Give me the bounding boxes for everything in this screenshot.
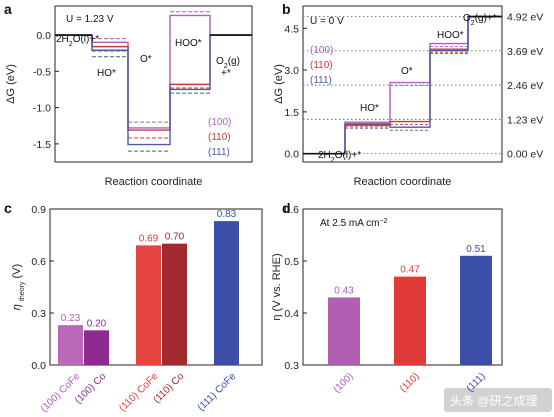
reference-label-3: 3.69 eV [507, 46, 543, 58]
state-label-HO: HO* [360, 103, 379, 114]
y-tick-label: 0.5 [284, 256, 299, 268]
y-tick-label: 0.6 [284, 204, 299, 216]
state-label-O: O* [401, 66, 413, 77]
current-density-annotation: At 2.5 mA cm−2 [320, 218, 388, 230]
bar-3 [162, 243, 187, 365]
series-1-dashed [92, 50, 210, 139]
y-tick-label: 0.0 [284, 149, 299, 161]
potential-annotation: U = 0 V [310, 16, 344, 27]
series-2-solid [55, 34, 252, 146]
watermark-bg [444, 388, 552, 412]
state-label-O: O* [140, 54, 152, 65]
panel-c-theoretical-overpotential-bars: 0.0 0.3 0.6 0.9 η theory (V) 0.23 (100) CoFe 0.… [11, 204, 263, 415]
y-tick-label: 0.6 [31, 256, 46, 268]
plot-frame [54, 5, 253, 163]
y-tick-label: 0.3 [284, 360, 299, 372]
bar-1 [394, 276, 426, 365]
series-2-solid [303, 15, 502, 155]
series-0-dashed [92, 11, 210, 123]
y-axis-label: ΔG (eV) [273, 64, 285, 104]
series-2-dashed [92, 56, 210, 152]
x-axis-label: Reaction coordinate [354, 176, 452, 188]
bar-1 [84, 330, 109, 365]
panel-b-free-energy-0V: 0.0 1.5 3.0 4.5 ΔG (eV) Reaction coordinate 0.… [273, 5, 543, 188]
panel-letter-c: c [4, 200, 12, 216]
category-label-0: (100) CoFe [39, 371, 83, 415]
y-tick-label: -0.5 [33, 66, 51, 78]
panel-letter-a: a [4, 1, 12, 17]
bar-value-2: 0.69 [139, 233, 159, 244]
panel-letter-b: b [282, 1, 291, 17]
bar-value-4: 0.83 [217, 209, 237, 220]
legend-entry-2: (111) [310, 75, 332, 86]
bar-2 [460, 255, 492, 365]
category-label-1: (110) [398, 371, 422, 395]
bar-value-2: 0.51 [466, 244, 486, 255]
y-tick-label: 3.0 [284, 65, 299, 77]
legend-entry-1: (110) [310, 60, 333, 71]
y-tick-label: 0.4 [284, 308, 299, 320]
legend-entry-0: (100) [310, 45, 333, 56]
category-label-4: (111) CoFe [196, 371, 239, 414]
reference-label-1: 1.23 eV [507, 114, 543, 126]
reference-label-0: 0.00 eV [507, 149, 543, 161]
state-label-final-star: +* [221, 68, 231, 79]
bar-value-1: 0.20 [87, 318, 107, 329]
bar-0 [58, 325, 83, 365]
legend-entry-0: (100) [208, 117, 231, 128]
y-tick-label: 0.0 [31, 360, 46, 372]
y-tick-label: 1.5 [284, 107, 299, 119]
y-axis-label: η theory (V) [11, 264, 26, 310]
bar-4 [214, 221, 239, 365]
bar-value-1: 0.47 [400, 265, 420, 276]
panel-a-free-energy-1.23V: 0.0 -0.5 -1.0 -1.5 ΔG (eV) Reaction coordinat… [5, 5, 253, 188]
panel-d-measured-overpotential-bars: 0.3 0.4 0.5 0.6 η (V vs. RHE) At 2.5 mA cm−2 0… [271, 204, 503, 395]
state-label-initial: 2H2O(l)+* [318, 150, 361, 164]
y-axis-label: ΔG (eV) [5, 64, 17, 104]
state-label-HO: HO* [97, 68, 116, 79]
y-tick-label: -1.0 [33, 103, 51, 115]
bar-0 [328, 297, 360, 365]
series-1-dashed [345, 51, 468, 128]
plot-frame [302, 5, 503, 163]
y-tick-label: 0.9 [31, 204, 46, 216]
state-label-initial: 2H2O(l)+* [56, 34, 99, 48]
bar-value-0: 0.23 [61, 313, 81, 324]
state-label-HOO: HOO* [175, 38, 202, 49]
series-2-dashed [345, 53, 468, 131]
reference-label-2: 2.46 eV [507, 80, 543, 92]
y-tick-label: 0.3 [31, 308, 46, 320]
category-label-0: (100) [331, 371, 355, 395]
bar-value-3: 0.70 [165, 232, 185, 243]
x-axis-label: Reaction coordinate [105, 176, 203, 188]
category-label-2: (110) CoFe [117, 371, 160, 414]
legend-entry-1: (110) [208, 132, 231, 143]
watermark-text: 头条 @研之成理 [450, 394, 538, 408]
y-tick-label: 0.0 [36, 30, 51, 42]
state-label-HOO: HOO* [437, 30, 464, 41]
legend-entry-2: (111) [208, 147, 230, 158]
y-axis-label: η (V vs. RHE) [271, 253, 283, 320]
state-label-final: O2(g)+* [463, 13, 497, 27]
bar-value-0: 0.43 [334, 285, 354, 296]
y-tick-label: -1.5 [33, 139, 51, 151]
y-tick-label: 4.5 [284, 23, 299, 35]
bar-2 [136, 245, 161, 365]
reference-label-4: 4.92 eV [507, 12, 543, 24]
series-1-solid [55, 34, 252, 131]
state-label-final: O2(g) [216, 56, 240, 70]
panel-letter-d: d [282, 200, 291, 216]
potential-annotation: U = 1.23 V [66, 14, 114, 25]
